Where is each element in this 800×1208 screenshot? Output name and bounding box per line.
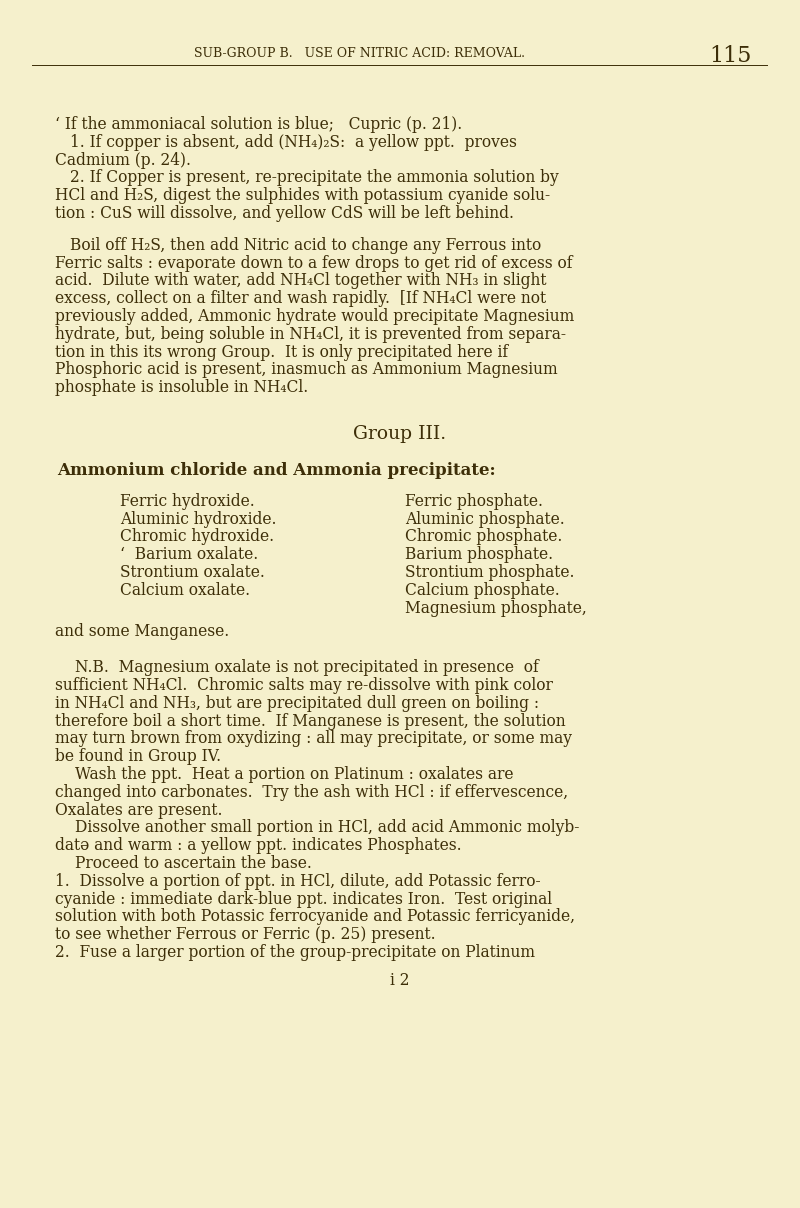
- Text: acid.  Dilute with water, add NH₄Cl together with NH₃ in slight: acid. Dilute with water, add NH₄Cl toget…: [55, 272, 546, 290]
- Text: hydrate, but, being soluble in NH₄Cl, it is prevented from separa-: hydrate, but, being soluble in NH₄Cl, it…: [55, 326, 566, 343]
- Text: to see whether Ferrous or Ferric (p. 25) present.: to see whether Ferrous or Ferric (p. 25)…: [55, 927, 436, 943]
- Text: solution with both Potassic ferrocyanide and Potassic ferricyanide,: solution with both Potassic ferrocyanide…: [55, 908, 575, 925]
- Text: Magnesium phosphate,: Magnesium phosphate,: [405, 599, 586, 617]
- Text: be found in Group IV.: be found in Group IV.: [55, 748, 221, 766]
- Text: Proceed to ascertain the base.: Proceed to ascertain the base.: [75, 855, 312, 872]
- Text: therefore boil a short time.  If Manganese is present, the solution: therefore boil a short time. If Manganes…: [55, 713, 566, 730]
- Text: HCl and H₂S, digest the sulphides with potassium cyanide solu-: HCl and H₂S, digest the sulphides with p…: [55, 187, 550, 204]
- Text: Calcium phosphate.: Calcium phosphate.: [405, 582, 560, 599]
- Text: previously added, Ammonic hydrate would precipitate Magnesium: previously added, Ammonic hydrate would …: [55, 308, 574, 325]
- Text: Phosphoric acid is present, inasmuch as Ammonium Magnesium: Phosphoric acid is present, inasmuch as …: [55, 361, 558, 378]
- Text: changed into carbonates.  Try the ash with HCl : if effervescence,: changed into carbonates. Try the ash wit…: [55, 784, 568, 801]
- Text: Strontium phosphate.: Strontium phosphate.: [405, 564, 574, 581]
- Text: datə and warm : a yellow ppt. indicates Phosphates.: datə and warm : a yellow ppt. indicates …: [55, 837, 462, 854]
- Text: SUB-GROUP B.   USE OF NITRIC ACID: REMOVAL.: SUB-GROUP B. USE OF NITRIC ACID: REMOVAL…: [194, 47, 526, 60]
- Text: may turn brown from oxydizing : all may precipitate, or some may: may turn brown from oxydizing : all may …: [55, 731, 572, 748]
- Text: Cadmium (p. 24).: Cadmium (p. 24).: [55, 151, 191, 169]
- Text: Ferric salts : evaporate down to a few drops to get rid of excess of: Ferric salts : evaporate down to a few d…: [55, 255, 573, 272]
- Text: Group III.: Group III.: [354, 425, 446, 443]
- Text: Ammonium chloride and Ammonia precipitate:: Ammonium chloride and Ammonia precipitat…: [58, 461, 496, 478]
- Text: ‘ If the ammoniacal solution is blue;   Cupric (p. 21).: ‘ If the ammoniacal solution is blue; Cu…: [55, 116, 462, 133]
- Text: tion : CuS will dissolve, and yellow CdS will be left behind.: tion : CuS will dissolve, and yellow CdS…: [55, 205, 514, 222]
- Text: 2. If Copper is present, re-precipitate the ammonia solution by: 2. If Copper is present, re-precipitate …: [70, 169, 558, 186]
- Text: 1. If copper is absent, add (NH₄)₂S:  a yellow ppt.  proves: 1. If copper is absent, add (NH₄)₂S: a y…: [70, 134, 517, 151]
- Text: in NH₄Cl and NH₃, but are precipitated dull green on boiling :: in NH₄Cl and NH₃, but are precipitated d…: [55, 695, 539, 712]
- Text: Ferric phosphate.: Ferric phosphate.: [405, 493, 543, 510]
- Text: N.B.  Magnesium oxalate is not precipitated in presence  of: N.B. Magnesium oxalate is not precipitat…: [75, 660, 538, 676]
- Text: Chromic hydroxide.: Chromic hydroxide.: [120, 528, 274, 546]
- Text: and some Manganese.: and some Manganese.: [55, 623, 230, 640]
- Text: 1.  Dissolve a portion of ppt. in HCl, dilute, add Potassic ferro-: 1. Dissolve a portion of ppt. in HCl, di…: [55, 873, 541, 890]
- Text: 2.  Fuse a larger portion of the group-precipitate on Platinum: 2. Fuse a larger portion of the group-pr…: [55, 945, 535, 962]
- Text: Aluminic hydroxide.: Aluminic hydroxide.: [120, 511, 277, 528]
- Text: Ferric hydroxide.: Ferric hydroxide.: [120, 493, 254, 510]
- Text: Oxalates are present.: Oxalates are present.: [55, 802, 222, 819]
- Text: excess, collect on a filter and wash rapidly.  [If NH₄Cl were not: excess, collect on a filter and wash rap…: [55, 290, 546, 307]
- Text: tion in this its wrong Group.  It is only precipitated here if: tion in this its wrong Group. It is only…: [55, 343, 508, 361]
- Text: phosphate is insoluble in NH₄Cl.: phosphate is insoluble in NH₄Cl.: [55, 379, 308, 396]
- Text: ‘  Barium oxalate.: ‘ Barium oxalate.: [120, 546, 258, 563]
- Text: 115: 115: [710, 45, 752, 66]
- Text: Strontium oxalate.: Strontium oxalate.: [120, 564, 265, 581]
- Text: Wash the ppt.  Heat a portion on Platinum : oxalates are: Wash the ppt. Heat a portion on Platinum…: [75, 766, 514, 783]
- Text: cyanide : immediate dark-blue ppt. indicates Iron.  Test original: cyanide : immediate dark-blue ppt. indic…: [55, 890, 552, 907]
- Text: Dissolve another small portion in HCl, add acid Ammonic molyb-: Dissolve another small portion in HCl, a…: [75, 819, 579, 836]
- Text: Aluminic phosphate.: Aluminic phosphate.: [405, 511, 565, 528]
- Text: sufficient NH₄Cl.  Chromic salts may re-dissolve with pink color: sufficient NH₄Cl. Chromic salts may re-d…: [55, 678, 553, 695]
- Text: i 2: i 2: [390, 972, 410, 989]
- Text: Chromic phosphate.: Chromic phosphate.: [405, 528, 562, 546]
- Text: Calcium oxalate.: Calcium oxalate.: [120, 582, 250, 599]
- Text: Boil off H₂S, then add Nitric acid to change any Ferrous into: Boil off H₂S, then add Nitric acid to ch…: [70, 237, 542, 254]
- Text: Barium phosphate.: Barium phosphate.: [405, 546, 553, 563]
